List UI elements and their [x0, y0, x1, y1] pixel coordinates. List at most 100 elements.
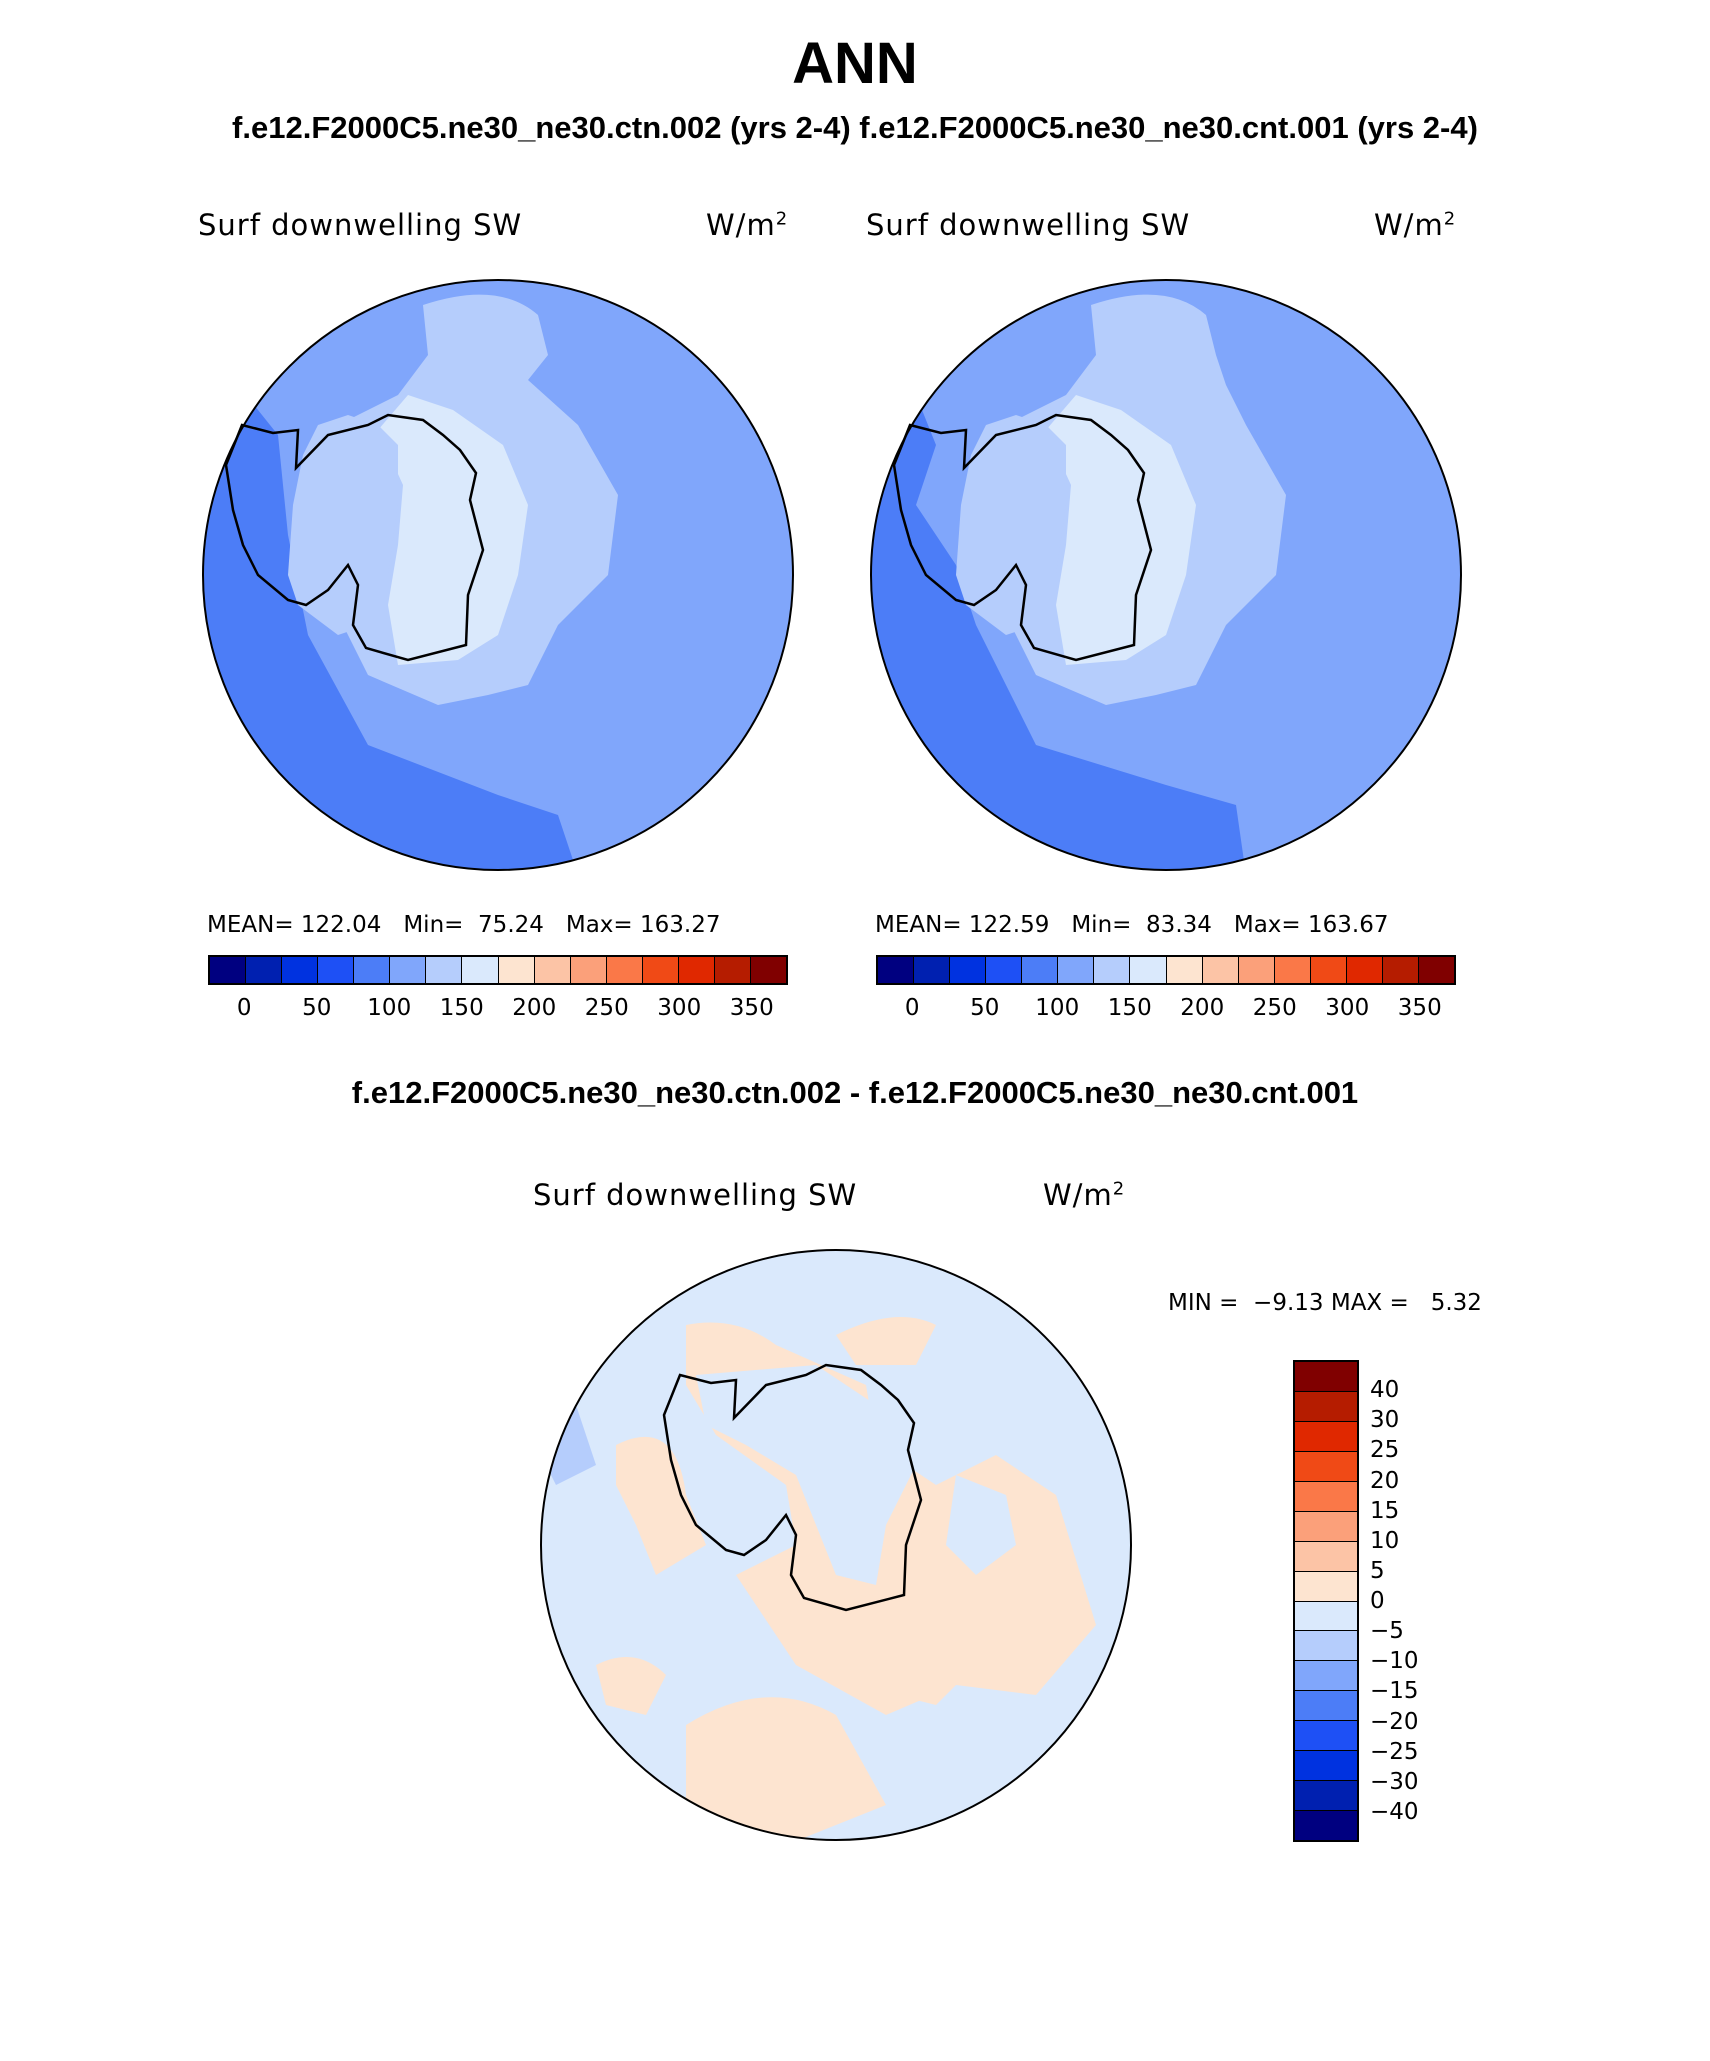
colorbar-tick-label: 10	[1370, 1527, 1400, 1554]
colorbar-swatch	[1295, 1691, 1357, 1722]
colorbar-swatch	[606, 957, 643, 983]
colorbar-tick-label: −15	[1370, 1678, 1419, 1705]
colorbar-tick-label: 20	[1370, 1467, 1400, 1494]
colorbar-tick-label: 15	[1370, 1497, 1400, 1524]
colorbar-swatch	[462, 957, 499, 983]
colorbar-swatch	[1295, 1721, 1357, 1752]
colorbar-tick-label: 50	[970, 995, 1000, 1021]
colorbar-swatch	[210, 957, 247, 983]
colorbar-tick-label: 50	[302, 995, 332, 1021]
colorbar-swatch	[282, 957, 319, 983]
colorbar-tick-label: 0	[904, 995, 920, 1021]
colorbar-swatch	[1274, 957, 1311, 983]
panel1-colorbar	[208, 955, 788, 985]
colorbar-tick-label: 0	[236, 995, 252, 1021]
colorbar-swatch	[534, 957, 571, 983]
colorbar-swatch	[1310, 957, 1347, 983]
panel2-stats: MEAN= 122.59 Min= 83.34 Max= 163.67	[875, 912, 1389, 938]
panel1-stats: MEAN= 122.04 Min= 75.24 Max= 163.27	[207, 912, 721, 938]
panel2-variable-label: Surf downwelling SW	[866, 208, 1191, 242]
colorbar-tick-label: 150	[439, 995, 484, 1021]
colorbar-swatch	[950, 957, 987, 983]
panel1-variable-label: Surf downwelling SW	[198, 208, 523, 242]
colorbar-swatch	[426, 957, 463, 983]
case-names: f.e12.F2000C5.ne30_ne30.ctn.002 (yrs 2-4…	[232, 110, 1478, 145]
colorbar-swatch	[1295, 1541, 1357, 1572]
figure-title: ANN	[792, 31, 918, 96]
colorbar-swatch	[1130, 957, 1167, 983]
colorbar-swatch	[642, 957, 679, 983]
colorbar-tick-label: 200	[512, 995, 557, 1021]
panel2-polar-map	[870, 279, 1462, 871]
colorbar-tick-label: 300	[1325, 995, 1370, 1021]
colorbar-swatch	[1295, 1751, 1357, 1782]
colorbar-swatch	[1295, 1811, 1357, 1840]
colorbar-swatch	[750, 957, 786, 983]
colorbar-swatch	[678, 957, 715, 983]
panel1-colorbar-ticks: 0 50 100 150 200 250 300 350	[208, 995, 788, 1025]
panel1-units-label: W/m2	[706, 208, 789, 242]
colorbar-swatch	[1295, 1511, 1357, 1542]
colorbar-tick-label: 40	[1370, 1377, 1400, 1404]
colorbar-swatch	[1022, 957, 1059, 983]
colorbar-swatch	[1295, 1661, 1357, 1692]
colorbar-swatch	[246, 957, 283, 983]
colorbar-swatch	[1418, 957, 1454, 983]
colorbar-tick-label: 350	[1397, 995, 1442, 1021]
colorbar-swatch	[570, 957, 607, 983]
colorbar-swatch	[1202, 957, 1239, 983]
colorbar-tick-label: 250	[584, 995, 629, 1021]
colorbar-swatch	[1166, 957, 1203, 983]
colorbar-swatch	[1094, 957, 1131, 983]
colorbar-tick-label: 250	[1252, 995, 1297, 1021]
colorbar-swatch	[1058, 957, 1095, 983]
colorbar-tick-label: 25	[1370, 1437, 1400, 1464]
antarctica-coastline	[892, 413, 1153, 662]
colorbar-swatch	[986, 957, 1023, 983]
colorbar-swatch	[1295, 1781, 1357, 1812]
colorbar-swatch	[1238, 957, 1275, 983]
colorbar-swatch	[1295, 1451, 1357, 1482]
colorbar-swatch	[1346, 957, 1383, 983]
diff-colorbar	[1293, 1360, 1359, 1842]
colorbar-tick-label: 0	[1370, 1588, 1385, 1614]
diff-stats: MIN = −9.13 MAX = 5.32	[1168, 1290, 1482, 1316]
panel2-colorbar	[876, 955, 1456, 985]
difference-title: f.e12.F2000C5.ne30_ne30.ctn.002 - f.e12.…	[351, 1075, 1359, 1110]
panel2-colorbar-ticks: 0 50 100 150 200 250 300 350	[876, 995, 1456, 1025]
colorbar-tick-label: −25	[1370, 1738, 1419, 1765]
colorbar-tick-label: 350	[729, 995, 774, 1021]
colorbar-swatch	[878, 957, 915, 983]
colorbar-swatch	[1382, 957, 1419, 983]
antarctica-coastline	[224, 413, 485, 662]
colorbar-swatch	[390, 957, 427, 983]
colorbar-swatch	[1295, 1571, 1357, 1602]
colorbar-tick-label: 100	[367, 995, 412, 1021]
colorbar-swatch	[1295, 1631, 1357, 1662]
antarctica-coastline	[662, 1363, 923, 1612]
colorbar-tick-label: −30	[1370, 1768, 1419, 1795]
colorbar-tick-label: −5	[1370, 1618, 1404, 1645]
colorbar-tick-label: 5	[1370, 1557, 1385, 1584]
colorbar-swatch	[1295, 1601, 1357, 1632]
colorbar-swatch	[1295, 1421, 1357, 1452]
colorbar-swatch	[1295, 1391, 1357, 1422]
diff-colorbar-ticks: 40 30 25 20 15 10 5 0 −5 −10 −15 −20 −25 −30 −40	[1370, 1360, 1470, 1842]
colorbar-swatch	[914, 957, 951, 983]
colorbar-swatch	[498, 957, 535, 983]
colorbar-swatch	[1295, 1481, 1357, 1512]
colorbar-swatch	[354, 957, 391, 983]
diff-variable-label: Surf downwelling SW	[533, 1178, 858, 1212]
colorbar-tick-label: 300	[657, 995, 702, 1021]
colorbar-tick-label: 30	[1370, 1407, 1400, 1434]
colorbar-tick-label: −10	[1370, 1648, 1419, 1675]
colorbar-tick-label: 200	[1180, 995, 1225, 1021]
panel2-units-label: W/m2	[1374, 208, 1457, 242]
colorbar-tick-label: 150	[1107, 995, 1152, 1021]
diff-units-label: W/m2	[1043, 1178, 1126, 1212]
colorbar-swatch	[318, 957, 355, 983]
panel1-polar-map	[202, 279, 794, 871]
colorbar-swatch	[1295, 1362, 1357, 1392]
difference-polar-map	[540, 1249, 1132, 1841]
colorbar-tick-label: 100	[1035, 995, 1080, 1021]
